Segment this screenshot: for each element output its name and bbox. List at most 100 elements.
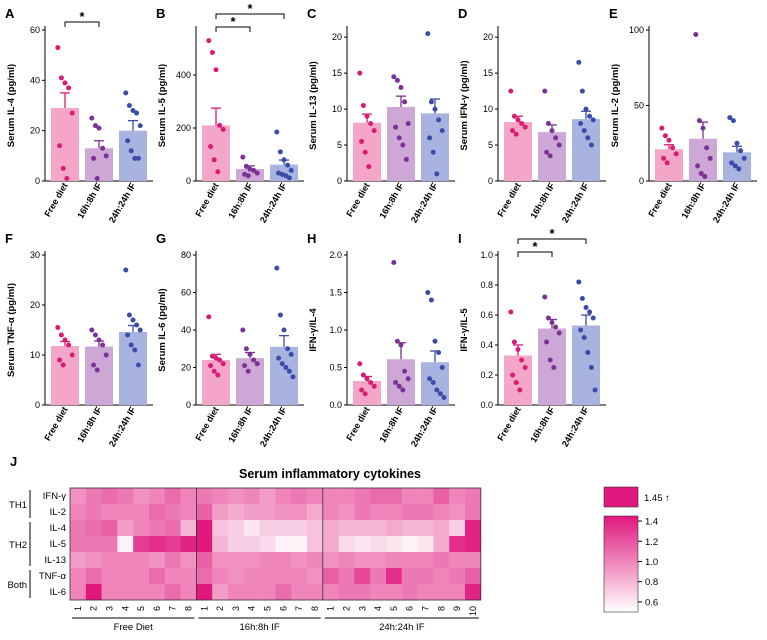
category-label: Free diet xyxy=(42,405,69,442)
data-point xyxy=(522,124,528,130)
data-point xyxy=(243,163,249,169)
data-point xyxy=(60,362,66,368)
data-point xyxy=(55,45,61,51)
data-point xyxy=(439,128,445,134)
data-point xyxy=(549,128,555,134)
data-point xyxy=(400,142,406,148)
heatmap-cell xyxy=(433,504,450,521)
data-point xyxy=(215,372,221,378)
heatmap-cell xyxy=(401,504,418,521)
data-point xyxy=(547,153,553,159)
heatmap-group-label: Free Diet xyxy=(114,622,153,633)
heatmap-cell xyxy=(433,584,450,601)
data-point xyxy=(425,290,431,295)
bar xyxy=(85,148,113,181)
heatmap-cell xyxy=(433,520,450,537)
heatmap-cell xyxy=(354,520,371,537)
data-point xyxy=(94,175,100,181)
data-point xyxy=(396,135,402,141)
heatmap-cell xyxy=(322,552,339,569)
y-tick-label: 20 xyxy=(30,300,40,310)
y-tick-label: 200 xyxy=(176,123,191,133)
y-axis-label: Serum TNF-α (pg/ml) xyxy=(6,283,17,377)
data-point xyxy=(581,128,587,134)
heatmap-col-label: 5 xyxy=(136,606,146,611)
heatmap-col-label: 8 xyxy=(310,606,320,611)
heatmap-cell xyxy=(291,584,308,601)
y-tick-label: 20 xyxy=(30,126,40,136)
heatmap-cell xyxy=(117,520,134,537)
data-point xyxy=(96,337,102,343)
heatmap-cell xyxy=(212,488,229,505)
data-point xyxy=(729,160,735,166)
heatmap-cell xyxy=(449,552,466,569)
data-point xyxy=(441,395,447,400)
data-point xyxy=(434,171,440,177)
data-point xyxy=(707,155,713,161)
y-tick-label: 100 xyxy=(629,25,644,35)
data-point xyxy=(432,106,438,112)
heatmap-cell xyxy=(275,536,292,553)
data-point xyxy=(286,175,292,181)
data-point xyxy=(128,342,134,348)
category-label: 16h:8h IF xyxy=(528,405,557,445)
data-point xyxy=(436,117,442,123)
data-point xyxy=(285,162,291,168)
heatmap-cell xyxy=(307,488,324,505)
heatmap-cell xyxy=(149,536,166,553)
data-point xyxy=(393,124,399,130)
colorbar-tick-label: 1.0 xyxy=(645,557,658,568)
heatmap-cell xyxy=(307,584,324,601)
data-point xyxy=(89,327,95,333)
y-tick-label: 20 xyxy=(332,32,342,42)
data-point xyxy=(206,38,212,44)
heatmap-cell xyxy=(465,568,482,585)
data-point xyxy=(57,143,63,149)
significance-bracket xyxy=(215,13,285,19)
heatmap-cell xyxy=(133,536,150,553)
data-point xyxy=(211,157,217,163)
category-label: 24h:24h IF xyxy=(409,181,440,225)
data-point xyxy=(208,363,214,369)
y-tick-label: 5 xyxy=(337,140,342,150)
panel-label-C: C xyxy=(307,6,317,21)
heatmap-cell xyxy=(243,536,260,553)
heatmap-cell xyxy=(275,504,292,521)
y-tick-label: 1.5 xyxy=(329,288,342,298)
heatmap-cell xyxy=(133,488,150,505)
heatmap-cell xyxy=(259,504,276,521)
y-axis-label: Serum IFN-γ (pg/ml) xyxy=(459,60,470,150)
heatmap-cell xyxy=(243,488,260,505)
colorbar-tick-label: 0.6 xyxy=(645,597,658,608)
y-axis-label: Serum IL-4 (pg/ml) xyxy=(6,64,17,147)
y-tick-label: 10 xyxy=(30,350,40,360)
data-point xyxy=(240,154,246,160)
data-point xyxy=(581,335,587,340)
data-point xyxy=(217,122,223,128)
heatmap-cell xyxy=(149,584,166,601)
data-point xyxy=(213,67,219,73)
data-point xyxy=(579,88,585,94)
heatmap-row-label: IL-4 xyxy=(50,523,66,534)
data-point xyxy=(576,59,582,65)
heatmap-cell xyxy=(386,536,403,553)
heatmap-cell xyxy=(133,504,150,521)
heatmap-col-label: 7 xyxy=(168,606,178,611)
heatmap-cell xyxy=(212,568,229,585)
heatmap-cell xyxy=(180,520,197,537)
panel-G: G Serum IL-6 (pg/ml) 0 20 40 60 80 Free diet 16h… xyxy=(156,231,304,449)
y-tick-label: 80 xyxy=(181,250,191,260)
category-label: Free diet xyxy=(646,181,673,218)
data-point xyxy=(283,365,289,370)
heatmap-cell xyxy=(117,568,134,585)
data-point xyxy=(125,138,131,144)
data-point xyxy=(64,175,70,181)
heatmap-cell xyxy=(196,536,213,553)
data-point xyxy=(522,365,528,370)
panel-E: E Serum IL-2 (pg/ml) 0 50 100 Free diet 16h:8h… xyxy=(609,6,757,225)
heatmap-cell xyxy=(307,520,324,537)
heatmap-cell xyxy=(70,488,87,505)
panel-label-I: I xyxy=(458,231,462,246)
data-point xyxy=(123,267,129,273)
heatmap-col-label: 2 xyxy=(215,606,225,611)
